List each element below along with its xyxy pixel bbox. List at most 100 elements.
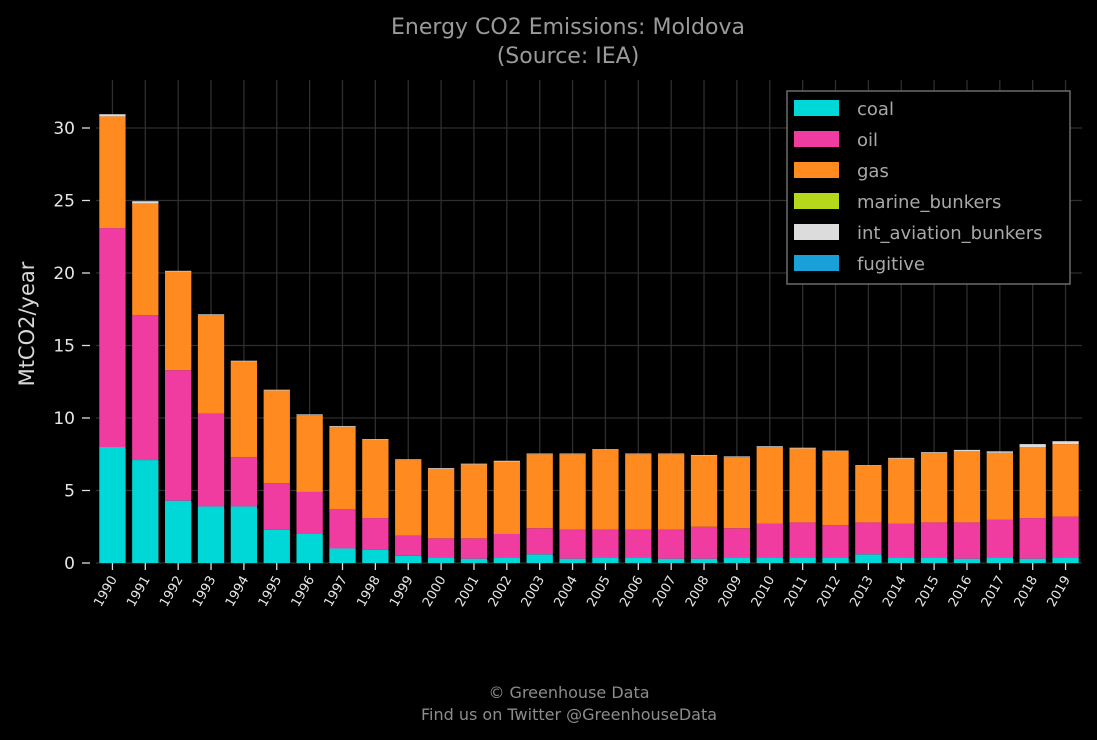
x-tick-label: 1997	[321, 574, 351, 610]
x-tick-label: 1995	[256, 574, 286, 610]
bar-segment-int_aviation_bunkers	[822, 450, 849, 452]
bars	[99, 114, 1079, 563]
legend-label-int_aviation_bunkers: int_aviation_bunkers	[857, 223, 1043, 244]
legend-label-marine_bunkers: marine_bunkers	[857, 192, 1001, 213]
bar-segment-gas	[559, 454, 586, 530]
bar-segment-gas	[822, 451, 849, 526]
x-tick-label: 2012	[814, 574, 844, 610]
bar-segment-coal	[263, 529, 290, 563]
y-tick-label: 15	[53, 337, 75, 357]
bar-segment-coal	[559, 558, 586, 563]
bar-segment-oil	[723, 528, 751, 558]
bar-segment-coal	[625, 557, 652, 563]
x-tick-label: 2011	[782, 574, 812, 610]
legend-label-coal: coal	[857, 99, 894, 120]
bar-segment-oil	[197, 413, 225, 507]
bar-segment-int_aviation_bunkers	[953, 449, 981, 452]
y-axis-label: MtCO2/year	[15, 261, 39, 386]
y-tick-labels: 0 5 10 15 20 25 30	[53, 119, 90, 574]
bar-segment-coal	[723, 557, 751, 563]
bar-segment-oil	[658, 529, 685, 559]
legend-swatch-marine_bunkers	[794, 193, 839, 209]
x-tick-label: 1999	[387, 574, 417, 610]
x-tick-label: 2016	[946, 574, 976, 610]
bar-segment-coal	[690, 558, 718, 563]
bar-segment-oil	[132, 315, 159, 461]
chart-title: Energy CO2 Emissions: Moldova	[391, 15, 745, 40]
bar-segment-int_aviation_bunkers	[165, 270, 192, 272]
bar-segment-int_aviation_bunkers	[723, 456, 751, 458]
bar-segment-gas	[986, 452, 1013, 520]
legend-label-oil: oil	[857, 130, 878, 151]
bar-segment-oil	[165, 370, 192, 501]
bar-segment-coal	[658, 558, 685, 563]
bar-segment-int_aviation_bunkers	[625, 453, 652, 455]
x-tick-label: 2006	[617, 574, 647, 610]
bar-segment-int_aviation_bunkers	[460, 463, 488, 465]
footer-copyright: © Greenhouse Data	[488, 683, 649, 702]
y-tick-label: 0	[64, 554, 75, 574]
bar-segment-coal	[855, 554, 882, 563]
bar-segment-int_aviation_bunkers	[855, 465, 882, 466]
bar-segment-gas	[329, 426, 356, 510]
bar-segment-oil	[855, 522, 882, 555]
chart-subtitle: (Source: IEA)	[497, 44, 640, 69]
bar-segment-coal	[197, 506, 225, 563]
x-tick-label: 2000	[420, 574, 450, 610]
y-tick-label: 10	[53, 409, 75, 429]
x-tick-label: 1993	[190, 574, 220, 610]
bar-segment-oil	[822, 525, 849, 558]
bar-segment-int_aviation_bunkers	[395, 459, 422, 461]
bar-segment-int_aviation_bunkers	[559, 453, 586, 455]
bar-segment-gas	[658, 454, 685, 530]
bar-segment-int_aviation_bunkers	[362, 439, 389, 440]
bar-segment-gas	[953, 451, 981, 523]
bar-segment-int_aviation_bunkers	[263, 389, 290, 391]
bar-segment-int_aviation_bunkers	[592, 449, 619, 450]
x-tick-label: 1994	[223, 574, 253, 610]
bar-segment-int_aviation_bunkers	[296, 414, 323, 416]
bar-segment-gas	[1019, 447, 1046, 519]
bar-segment-coal	[822, 557, 849, 563]
bar-segment-coal	[329, 548, 356, 563]
x-tick-label: 1991	[124, 574, 154, 610]
bar-segment-oil	[953, 522, 981, 559]
bar-segment-gas	[855, 465, 882, 523]
bar-segment-coal	[362, 549, 389, 563]
x-tick-label: 1992	[157, 574, 187, 610]
x-tick-label: 2007	[650, 574, 680, 610]
y-tick-label: 5	[64, 482, 75, 502]
x-tick-label: 2015	[913, 574, 943, 610]
bar-segment-oil	[888, 523, 915, 558]
bar-segment-oil	[460, 538, 488, 559]
bar-segment-oil	[756, 523, 783, 558]
bar-segment-gas	[920, 452, 948, 523]
bar-segment-gas	[362, 439, 389, 519]
bar-segment-gas	[230, 361, 258, 458]
bar-segment-oil	[230, 457, 258, 507]
bar-segment-oil	[789, 522, 816, 558]
bar-segment-coal	[920, 557, 948, 563]
bar-segment-gas	[132, 203, 159, 316]
legend-swatch-fugitive	[794, 255, 839, 271]
bar-segment-int_aviation_bunkers	[789, 447, 816, 449]
legend-swatch-coal	[794, 100, 839, 116]
bar-segment-int_aviation_bunkers	[920, 452, 948, 453]
bar-segment-coal	[460, 558, 488, 563]
x-tick-label: 2018	[1012, 574, 1042, 610]
bar-segment-gas	[690, 455, 718, 527]
bar-segment-gas	[296, 415, 323, 492]
bar-segment-gas	[395, 460, 422, 536]
legend-box	[786, 90, 1071, 285]
x-tick-label: 2003	[519, 574, 549, 610]
bar-segment-gas	[526, 454, 553, 529]
bar-segment-oil	[1019, 518, 1046, 559]
bar-segment-gas	[1052, 444, 1079, 517]
bar-segment-int_aviation_bunkers	[690, 454, 718, 456]
bar-segment-oil	[559, 529, 586, 559]
bar-segment-oil	[427, 538, 455, 558]
bar-segment-gas	[427, 468, 455, 539]
bar-segment-coal	[592, 557, 619, 563]
y-tick-label: 20	[53, 264, 75, 284]
